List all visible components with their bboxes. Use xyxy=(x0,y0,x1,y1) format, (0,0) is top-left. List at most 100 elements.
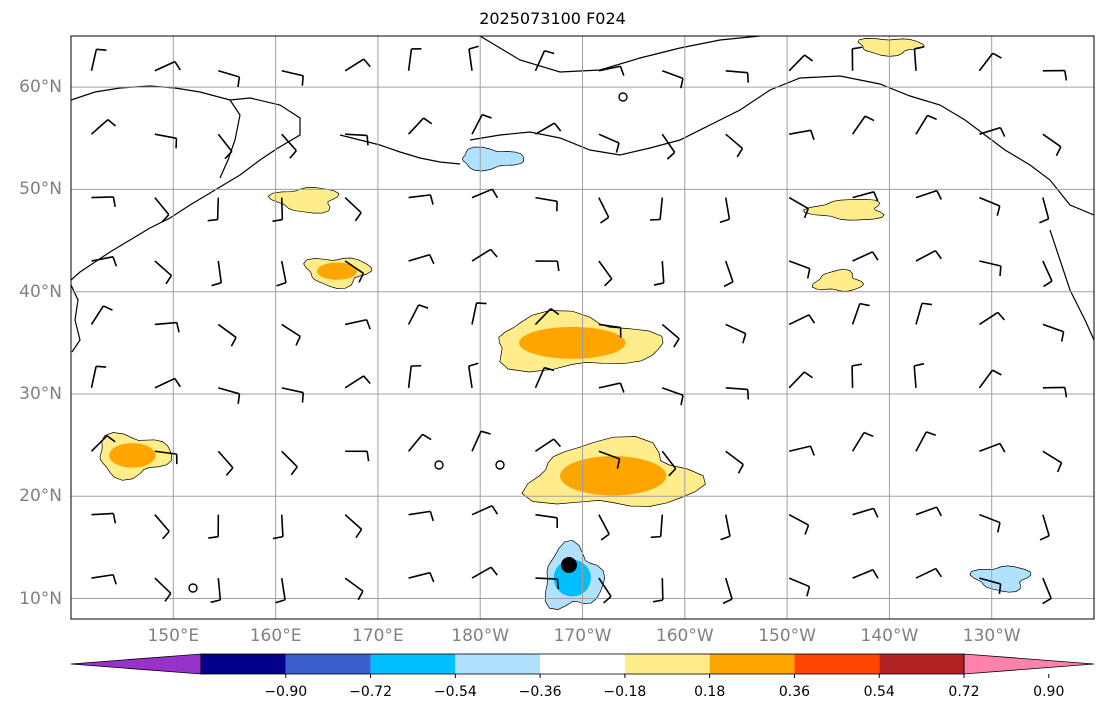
colorbar-extend-low xyxy=(70,653,202,675)
colorbar-segment xyxy=(709,654,795,674)
colorbar-tick-label: −0.36 xyxy=(518,684,562,700)
storm-marker xyxy=(561,557,577,573)
colorbar xyxy=(70,653,1095,678)
wind-barb xyxy=(154,60,181,72)
lon-tick-label: 150°E xyxy=(147,626,200,646)
wind-barb xyxy=(208,514,220,539)
east-positive-2-outer xyxy=(812,268,865,292)
wind-barb xyxy=(276,260,287,287)
wind-barb xyxy=(471,430,491,452)
colorbar-tick-label: −0.90 xyxy=(264,684,308,700)
wind-barb xyxy=(407,48,422,71)
wind-barb xyxy=(154,577,172,602)
na-coast xyxy=(1049,229,1094,341)
gridlines xyxy=(71,36,1094,619)
colorbar-segment xyxy=(624,654,710,674)
wind-barb xyxy=(1042,69,1068,81)
lon-tick-label: 170°W xyxy=(553,626,612,646)
wind-barb xyxy=(471,248,498,262)
wind-barb xyxy=(1042,323,1065,342)
colorbar-tick-label: 0.54 xyxy=(863,684,895,700)
wind-barb xyxy=(91,255,118,267)
wind-barb xyxy=(90,118,117,135)
wind-barb xyxy=(471,188,499,199)
wind-barb xyxy=(272,197,284,223)
wind-barb xyxy=(535,513,559,528)
wind-barb xyxy=(154,321,180,333)
wind-barb xyxy=(788,196,809,219)
hawaii-positive-core xyxy=(559,456,667,496)
wind-barb xyxy=(217,133,233,160)
wind-barb xyxy=(408,571,435,583)
wind-barb xyxy=(653,260,665,286)
colorbar-tick-label: 0.90 xyxy=(1033,684,1065,700)
wind-barb xyxy=(720,514,731,541)
wind-barb xyxy=(725,450,744,474)
wind-barb xyxy=(598,323,622,338)
wind-barb xyxy=(725,323,747,344)
wind-barb xyxy=(915,114,937,135)
wind-barb xyxy=(534,308,560,325)
wind-barb xyxy=(788,371,813,389)
alaska-north xyxy=(479,36,761,73)
wind-barb xyxy=(723,260,734,288)
wind-barb xyxy=(344,318,371,330)
wind-barb xyxy=(851,46,863,71)
small-circle-marker xyxy=(434,460,444,470)
wind-barb xyxy=(154,197,170,223)
wind-barb xyxy=(1042,450,1063,473)
wind-barb xyxy=(217,450,234,476)
wind-barb xyxy=(345,133,369,146)
wind-barb xyxy=(978,369,1002,389)
wind-barb xyxy=(344,197,362,222)
kamchatka-positive-outer xyxy=(267,187,340,214)
colorbar-segment xyxy=(285,654,371,674)
wind-barb xyxy=(534,438,562,452)
wind-barb xyxy=(851,115,875,135)
wind-barb xyxy=(598,260,613,287)
wind-barb xyxy=(915,302,933,325)
wind-barb xyxy=(1042,386,1068,398)
wind-barb xyxy=(598,197,610,224)
wind-barb xyxy=(851,363,863,388)
wind-barb xyxy=(275,577,286,604)
wind-barb xyxy=(852,251,879,262)
central-positive-core xyxy=(519,326,626,359)
wind-barb xyxy=(978,311,1006,326)
wind-barb xyxy=(91,573,117,585)
wind-barb xyxy=(344,514,363,539)
wind-barb xyxy=(407,304,429,325)
colorbar-tick-label: −0.54 xyxy=(433,684,477,700)
anomaly-fills xyxy=(99,38,1032,610)
wind-barb xyxy=(217,323,237,347)
wind-barb xyxy=(535,260,560,272)
west-positive-core xyxy=(109,443,156,468)
aleutians xyxy=(339,134,461,165)
wind-barb xyxy=(344,58,371,72)
wind-barb xyxy=(598,514,610,541)
wind-barb xyxy=(788,513,810,535)
wind-barb xyxy=(598,577,612,604)
colorbar-segment xyxy=(370,654,456,674)
wind-barb xyxy=(535,577,560,590)
wind-barb xyxy=(534,366,555,389)
wind-barb xyxy=(598,65,625,76)
small-circle-marker xyxy=(618,92,628,102)
wind-barb xyxy=(979,513,1001,533)
wind-barb xyxy=(979,260,1002,277)
wind-barb xyxy=(1039,514,1050,541)
wind-barb xyxy=(915,431,937,452)
wind-barb xyxy=(408,194,434,205)
colorbar-segment xyxy=(794,654,880,674)
wind-barb xyxy=(650,514,664,539)
wind-barb xyxy=(598,133,620,153)
japan-coast xyxy=(71,284,81,353)
wind-barb xyxy=(598,382,625,393)
wind-barb xyxy=(344,260,365,283)
lon-tick-label: 140°W xyxy=(860,626,919,646)
wind-barb xyxy=(344,375,371,389)
wind-barb xyxy=(90,48,107,71)
wind-barb xyxy=(789,129,815,141)
lat-tick-label: 10°N xyxy=(19,588,62,609)
wind-barb xyxy=(408,510,434,522)
